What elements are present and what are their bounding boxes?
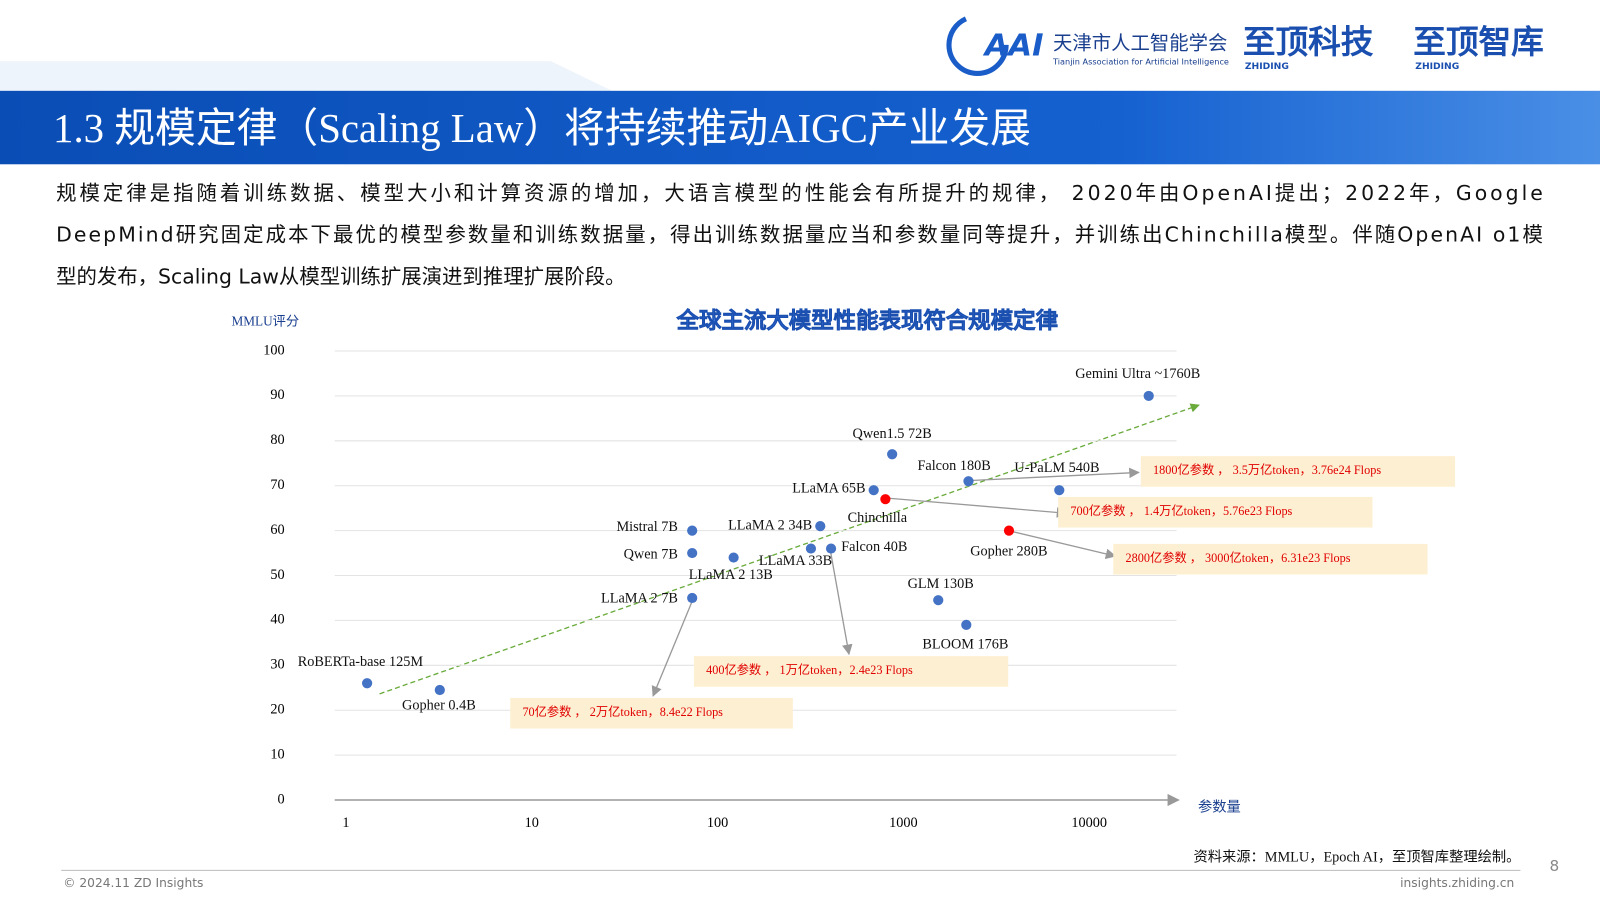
point-label: LLaMA 2 34B [728,517,812,533]
point-label: LLaMA 33B [759,553,832,569]
y-tick-label: 0 [278,791,285,807]
data-point [825,543,837,554]
y-tick-label: 10 [270,746,284,762]
point-label: Gemini Ultra ~1760B [1075,366,1200,382]
x-tick-label: 10000 [1071,815,1107,831]
org-name: 天津市人工智能学会 [1053,31,1227,54]
x-tick-label: 10 [525,815,539,831]
header-decor [0,61,613,91]
y-tick-label: 50 [270,567,284,583]
paragraph-line: 规模定律是指随着训练数据、模型大小和计算资源的增加，大语言模型的性能会有所提升的… [56,181,1543,205]
annotation-text: 400亿参数 ， 1万亿token，2.4e23 Flops [706,662,913,677]
page-number: 8 [1549,857,1559,875]
data-point [815,521,826,532]
slide-title: 1.3 规模定律（Scaling Law）将持续推动AIGC产业发展 [53,106,1031,151]
data-point [687,547,698,559]
y-axis-label: MMLU评分 [231,313,299,328]
brand: 至顶科技 [1243,23,1374,61]
point-label: Falcon 180B [917,458,990,474]
annotation-text: 700亿参数 ， 1.4万亿token，5.76e23 Flops [1070,503,1292,518]
point-label: LLaMA 2 7B [601,590,678,606]
point-label: U-PaLM 540B [1014,460,1099,476]
data-point [434,684,445,696]
data-point [687,525,698,536]
annotation-box [1113,543,1428,575]
site-url: insights.zhiding.cn [1400,876,1514,890]
data-point [728,552,739,563]
copyright: © 2024.11 ZD Insights [63,876,203,890]
point-label: LLaMA 2 13B [689,567,773,583]
paragraph-line: 型的发布，Scaling Law从模型训练扩展演进到推理扩展阶段。 [56,265,625,289]
annotation-text: 2800亿参数 ， 3000亿token，6.31e23 Flops [1126,550,1351,565]
point-label: BLOOM 176B [922,637,1008,653]
data-point [805,543,817,554]
org-name-en: Tianjin Association for Artificial Intel… [1052,57,1229,67]
annotation-text: 1800亿参数 ， 3.5万亿token，3.76e24 Flops [1153,462,1381,477]
data-point [963,476,974,487]
data-point [887,449,898,460]
y-tick-label: 40 [270,612,284,628]
data-point [1143,390,1154,402]
annotation-text: 70亿参数 ， 2万亿token，8.4e22 Flops [522,704,723,719]
y-tick-label: 30 [270,657,284,673]
logo [946,13,1009,77]
data-point [687,592,698,604]
y-tick-label: 90 [270,387,284,403]
title-bar [0,90,1600,165]
data-point [362,678,373,689]
chart-title: 全球主流大模型性能表现符合规模定律 [676,307,1058,334]
brand-en: ZHIDING [1415,61,1459,72]
point-label: Mistral 7B [616,519,677,535]
data-point [1054,485,1065,496]
data-point [933,595,944,606]
x-tick-label: 1000 [889,815,918,831]
y-tick-label: 100 [263,342,284,358]
brand: 至顶智库 [1413,23,1544,61]
point-label: Gopher 280B [970,543,1047,559]
logo-mark: AAI [983,28,1044,63]
x-tick-label: 100 [707,815,728,831]
point-label: Gopher 0.4B [402,698,476,714]
annotation-box [1140,456,1456,487]
source-note: 资料来源：MMLU，Epoch AI，至顶智库整理绘制。 [1193,848,1520,865]
annotation-box [693,656,1009,687]
annotation-arrow [651,601,693,697]
y-tick-label: 70 [270,477,284,493]
point-label: Qwen 7B [624,546,678,562]
annotation-box [1058,496,1373,528]
annotation-box [510,697,793,729]
point-label: GLM 130B [908,576,974,592]
paragraph-line: DeepMind研究固定成本下最优的模型参数量和训练数据量，得出训练数据量应当和… [56,223,1543,247]
brand-en: ZHIDING [1245,61,1289,72]
data-point [868,485,879,496]
point-label: Falcon 40B [841,539,907,555]
annotation-arrow [885,497,1068,518]
y-tick-label: 60 [270,522,284,538]
annotation-arrow [1008,529,1117,560]
point-label: LLaMA 65B [792,480,865,496]
x-axis-label: 参数量 [1198,798,1241,815]
y-tick-label: 20 [270,701,284,717]
data-point [961,619,972,630]
data-point [880,494,891,505]
annotation-arrow [968,467,1140,482]
data-point [1003,525,1015,536]
y-tick-label: 80 [270,432,284,448]
trend-line [379,403,1200,695]
annotation-arrow [829,551,853,656]
x-tick-label: 1 [342,815,349,831]
point-label: Qwen1.5 72B [853,426,932,442]
point-label: Chinchilla [848,510,908,526]
point-label: RoBERTa-base 125M [298,654,424,670]
